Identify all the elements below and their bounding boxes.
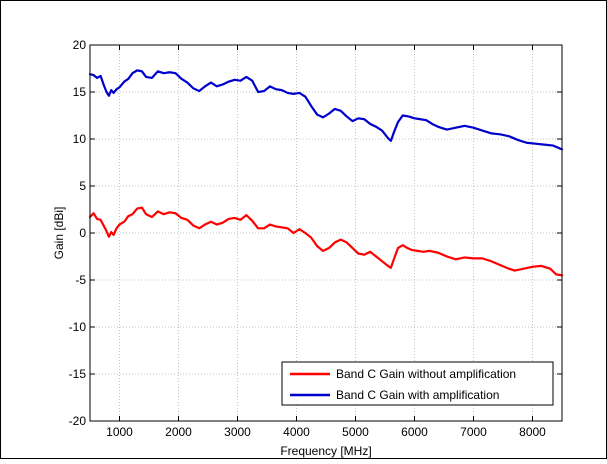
legend-label-series-1: Band C Gain without amplification (336, 367, 516, 381)
series-line-1 (88, 206, 564, 277)
x-tick-label: 6000 (401, 425, 428, 439)
y-tick-label: 15 (73, 85, 87, 99)
x-tick-label: 3000 (224, 425, 251, 439)
y-tick-label: 10 (73, 132, 87, 146)
x-tick-label: 8000 (519, 425, 546, 439)
x-tick-label: 7000 (460, 425, 487, 439)
y-tick-label: 0 (79, 226, 86, 240)
legend-box (281, 361, 554, 406)
series-line-2 (88, 69, 564, 151)
y-tick-label: 5 (79, 179, 86, 193)
x-axis-label: Frequency [MHz] (280, 444, 371, 458)
x-tick-label: 2000 (165, 425, 192, 439)
x-tick-label: 4000 (283, 425, 310, 439)
y-tick-label: -10 (69, 320, 87, 334)
y-tick-label: -15 (69, 367, 87, 381)
x-tick-label: 1000 (106, 425, 133, 439)
x-tick-label: 5000 (342, 425, 369, 439)
tick-layer: 1000 2000 3000 4000 5000 6000 7000 8000 -20 -15 -1… (69, 38, 562, 439)
y-axis-label: Gain [dBi] (52, 207, 66, 260)
series-layer (88, 69, 564, 277)
y-tick-label: 20 (73, 38, 87, 52)
y-tick-label: -5 (75, 273, 86, 287)
y-tick-label: -20 (69, 414, 87, 428)
legend: Band C Gain without amplification Band C… (281, 361, 554, 406)
legend-label-series-2: Band C Gain with amplification (336, 388, 499, 402)
